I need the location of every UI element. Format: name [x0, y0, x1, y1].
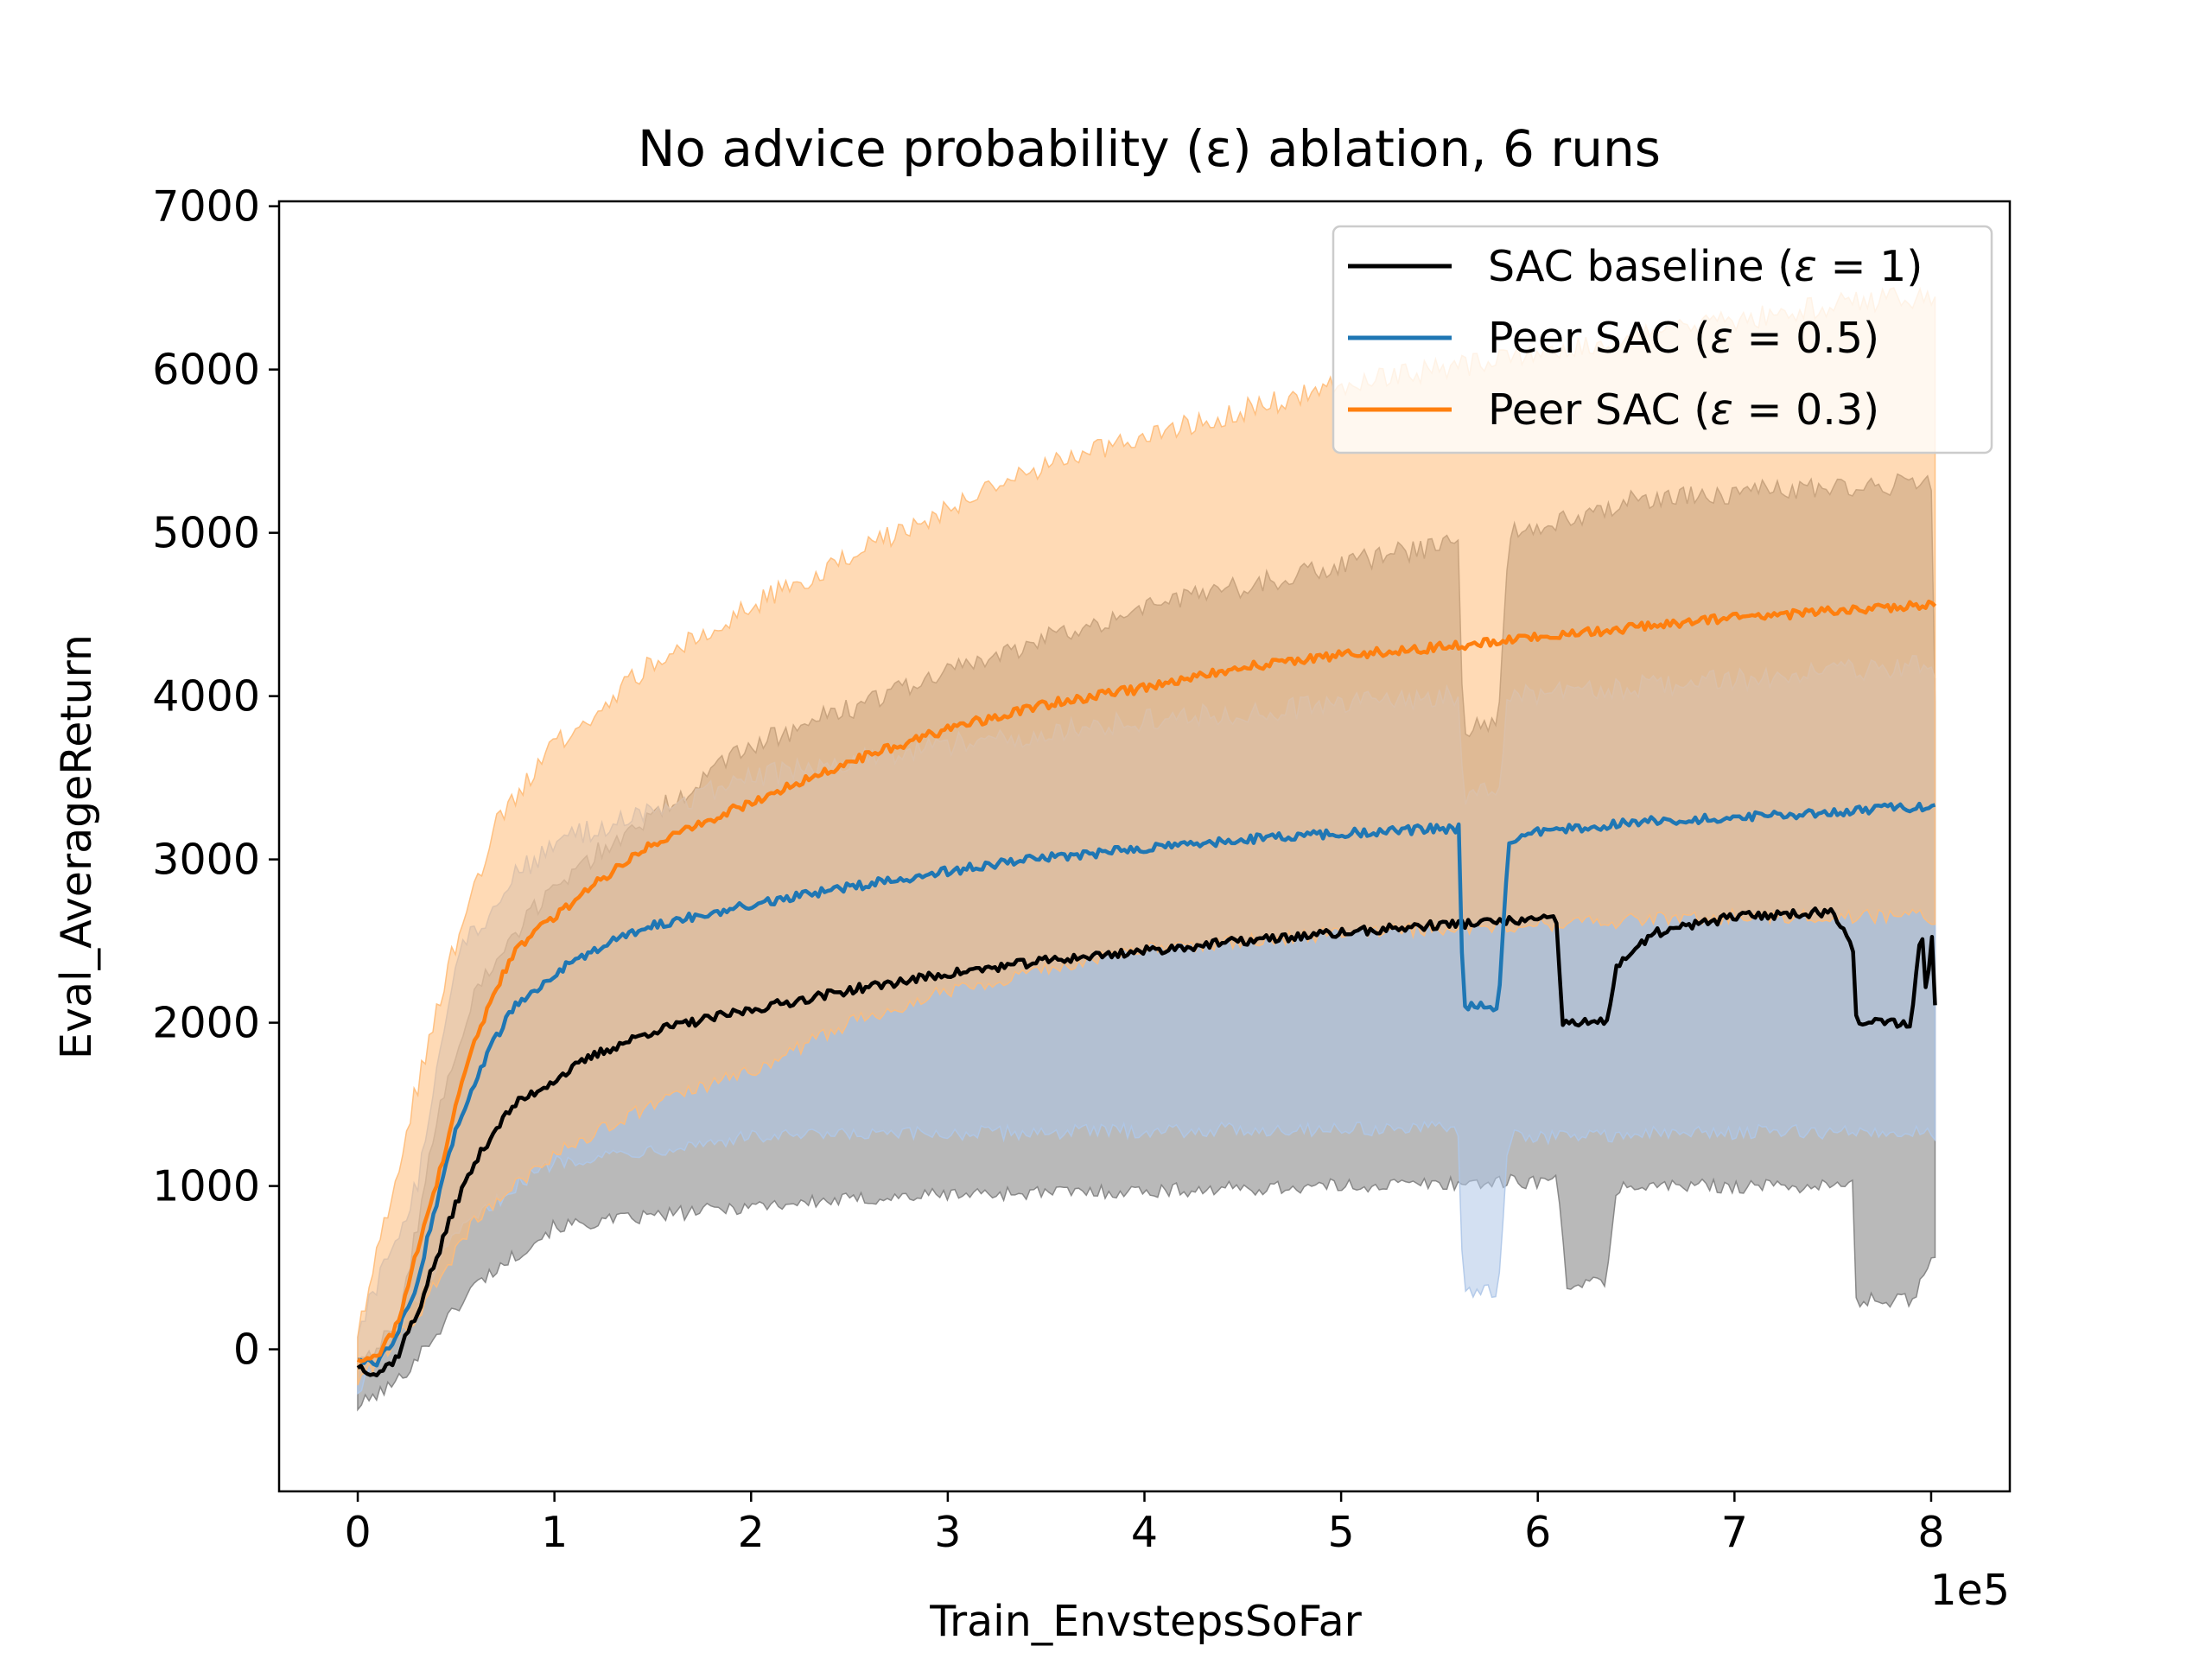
y-tick-label: 5000 [152, 509, 260, 558]
x-tick-label: 7 [1721, 1508, 1748, 1557]
legend-label-2: Peer SAC (ε = 0.3) [1488, 385, 1879, 435]
series-lines [356, 599, 1937, 1378]
y-tick-label: 3000 [152, 836, 260, 885]
y-tick-label: 0 [233, 1325, 260, 1375]
x-tick-label: 1 [541, 1508, 568, 1557]
y-tick-label: 2000 [152, 999, 260, 1048]
x-tick-label: 3 [934, 1508, 961, 1557]
x-tick-label: 5 [1328, 1508, 1355, 1557]
y-tick-label: 7000 [152, 182, 260, 232]
y-tick-label: 1000 [152, 1162, 260, 1211]
x-axis-offset-label: 1e5 [1930, 1566, 2011, 1615]
x-tick-label: 8 [1917, 1508, 1944, 1557]
legend: SAC baseline (ε = 1) Peer SAC (ε = 0.5) Pe… [1332, 225, 1993, 454]
y-axis-label: Eval_AverageReturn [52, 634, 101, 1059]
y-axis: 0 1000 2000 3000 4000 5000 6000 7000 [152, 182, 279, 1375]
x-axis-label: Train_EnvstepsSoFar [929, 1597, 1362, 1646]
legend-items: SAC baseline (ε = 1) Peer SAC (ε = 0.5) Pe… [1348, 242, 1923, 435]
legend-label-0: SAC baseline (ε = 1) [1488, 242, 1923, 291]
x-axis: 0 1 2 3 4 5 6 7 8 [344, 1491, 1945, 1557]
x-tick-label: 4 [1131, 1508, 1158, 1557]
series-line-2 [356, 599, 1937, 1363]
confidence-bands [357, 286, 1936, 1412]
series-line-0 [356, 906, 1937, 1378]
chart-title: No advice probability (ε) ablation, 6 ru… [638, 119, 1661, 178]
x-tick-label: 0 [344, 1508, 371, 1557]
x-tick-label: 6 [1524, 1508, 1551, 1557]
y-tick-label: 4000 [152, 672, 260, 721]
legend-box [1332, 225, 1993, 454]
y-tick-label: 6000 [152, 346, 260, 395]
x-tick-label: 2 [738, 1508, 765, 1557]
legend-label-1: Peer SAC (ε = 0.5) [1488, 314, 1879, 363]
confidence-band-2 [357, 286, 1936, 1386]
series-line-1 [357, 801, 1936, 1368]
